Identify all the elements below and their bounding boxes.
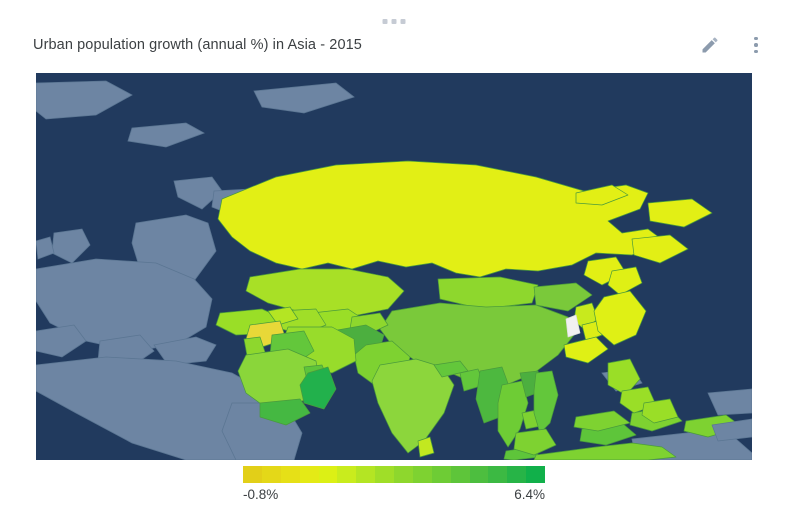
card-header: Urban population growth (annual %) in As… — [0, 28, 788, 62]
legend-swatch — [280, 466, 300, 483]
land-greenland — [36, 80, 133, 120]
legend-swatch — [412, 466, 432, 483]
country-indonesia-borneo — [573, 410, 631, 432]
country-taiwan — [565, 314, 581, 338]
drag-handle-dot — [391, 19, 397, 24]
legend-min-label: -0.8% — [243, 487, 279, 502]
country-yemen — [259, 398, 311, 426]
header-actions — [696, 28, 770, 62]
country-japan-kyushu — [563, 336, 609, 364]
country-russia-kamchatka — [631, 234, 689, 264]
legend-swatch — [431, 466, 451, 483]
edit-button[interactable] — [696, 31, 724, 59]
land-ireland — [36, 236, 55, 260]
country-japan-hokkaido — [607, 266, 643, 296]
country-caucasus — [267, 306, 299, 326]
land-iberia — [36, 324, 87, 358]
page-title: Urban population growth (annual %) in As… — [33, 37, 362, 53]
legend-swatch — [243, 466, 262, 483]
drag-handle-dot — [400, 19, 406, 24]
country-russia-ne-1 — [575, 184, 629, 206]
land-iceland-area — [127, 122, 205, 148]
country-philippines-luzon — [607, 358, 641, 396]
asia-choropleth-group — [215, 160, 752, 460]
country-mongolia — [437, 276, 539, 310]
country-oman — [299, 366, 337, 410]
land-scandinavia-north — [173, 176, 223, 210]
legend-swatch — [261, 466, 281, 483]
country-china-ne — [533, 282, 593, 312]
land-papua-new-guinea — [711, 418, 752, 442]
country-japan-honshu — [593, 290, 647, 346]
world-map-svg — [36, 73, 752, 460]
more-menu-button[interactable] — [742, 31, 770, 59]
country-indonesia-sumatra-n — [513, 428, 557, 456]
legend-swatch — [337, 466, 357, 483]
legend-swatch — [450, 466, 470, 483]
legend-swatch — [488, 466, 508, 483]
country-viet-nam — [533, 370, 559, 434]
legend-max-label: 6.4% — [514, 487, 545, 502]
legend-swatch — [507, 466, 527, 483]
legend-swatch — [394, 466, 413, 483]
legend-labels: -0.8% 6.4% — [243, 487, 545, 502]
country-philippines-mindanao — [641, 398, 679, 424]
drag-handle[interactable] — [382, 19, 406, 24]
kebab-menu-icon — [754, 36, 758, 54]
legend-swatch — [526, 466, 545, 483]
legend-swatch — [356, 466, 376, 483]
legend-swatch — [469, 466, 489, 483]
legend-gradient-bar — [243, 466, 545, 483]
country-russia-ne-2 — [647, 198, 713, 228]
country-indonesia-java-sunda — [533, 442, 677, 460]
country-kazakhstan — [245, 268, 405, 318]
land-new-guinea-east — [707, 388, 752, 416]
legend-swatch — [375, 466, 394, 483]
country-sri-lanka — [417, 436, 435, 458]
land-europe — [36, 258, 213, 352]
legend-swatch — [318, 466, 338, 483]
country-russian-federation — [217, 160, 665, 278]
land-arctic-islands — [253, 82, 355, 114]
drag-handle-dot — [382, 19, 388, 24]
legend: -0.8% 6.4% — [243, 466, 545, 502]
pencil-icon — [702, 37, 718, 53]
legend-swatch — [299, 466, 319, 483]
choropleth-map[interactable] — [36, 73, 752, 460]
